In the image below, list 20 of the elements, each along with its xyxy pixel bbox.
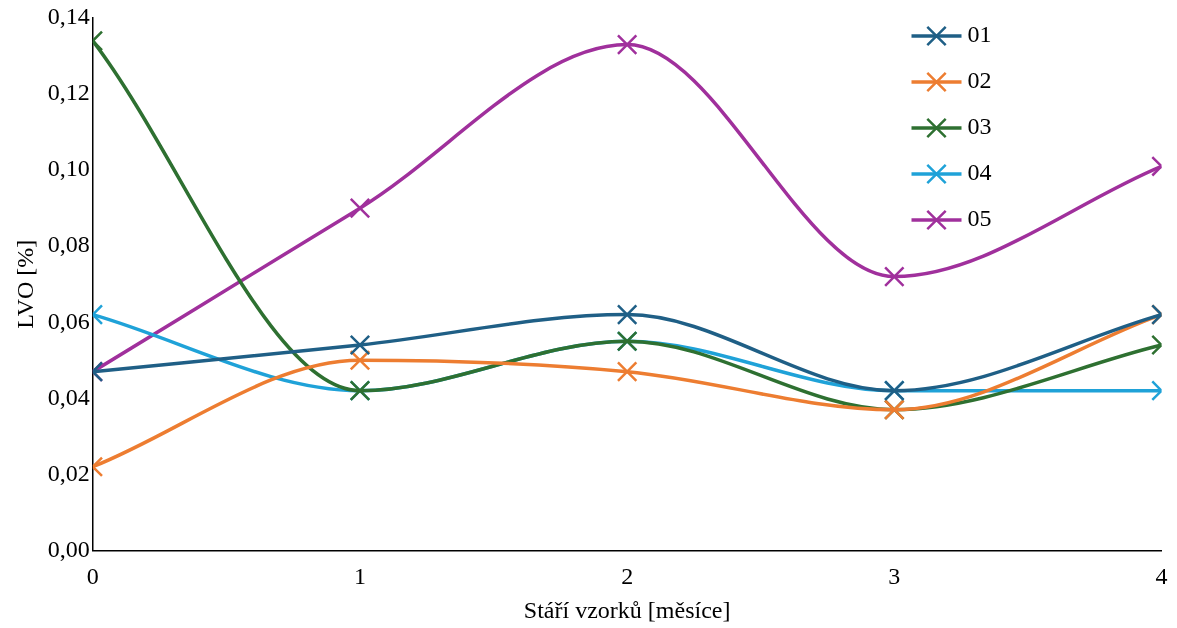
y-tick-label: 0,04 [47, 383, 90, 410]
legend-label: 02 [967, 67, 992, 94]
y-tick-label: 0,08 [47, 231, 90, 258]
y-tick-label: 0,12 [47, 79, 90, 106]
y-tick-label: 0,10 [47, 155, 90, 182]
y-tick-label: 0,00 [47, 535, 90, 562]
legend-label: 05 [967, 205, 992, 232]
y-tick-label: 0,06 [47, 307, 90, 334]
y-axis-title: LVO [%] [11, 239, 38, 329]
y-tick-label: 0,02 [47, 459, 90, 486]
x-axis-title: Stáří vzorků [měsíce] [523, 596, 731, 623]
x-tick-label: 3 [888, 563, 901, 590]
legend-label: 03 [967, 113, 992, 140]
legend-label: 01 [967, 21, 992, 48]
x-tick-label: 4 [1155, 563, 1168, 590]
x-tick-label: 1 [353, 563, 366, 590]
x-tick-label: 2 [621, 563, 634, 590]
y-tick-label: 0,14 [47, 3, 90, 30]
x-tick-label: 0 [86, 563, 99, 590]
legend-label: 04 [967, 159, 992, 186]
